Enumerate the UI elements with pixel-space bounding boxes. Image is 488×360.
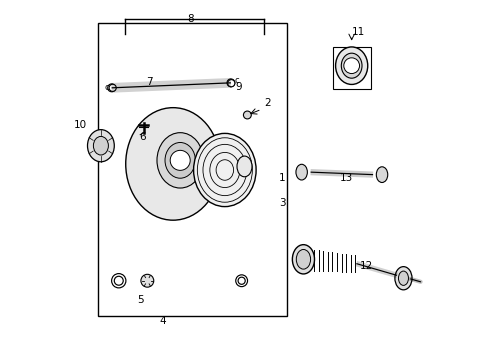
Ellipse shape <box>292 245 314 274</box>
Text: c: c <box>234 76 239 85</box>
Text: 9: 9 <box>235 82 242 92</box>
Ellipse shape <box>87 130 114 162</box>
Text: 2: 2 <box>264 98 270 108</box>
Text: c: c <box>104 83 109 92</box>
Ellipse shape <box>341 53 361 78</box>
Bar <box>332 47 370 89</box>
Text: 11: 11 <box>351 27 365 37</box>
Circle shape <box>343 58 359 73</box>
Text: 10: 10 <box>74 120 86 130</box>
Circle shape <box>141 274 153 287</box>
Ellipse shape <box>376 167 387 183</box>
Circle shape <box>170 150 190 170</box>
Ellipse shape <box>164 143 195 178</box>
Ellipse shape <box>193 134 256 207</box>
Text: 6: 6 <box>139 132 146 142</box>
Ellipse shape <box>237 156 251 177</box>
Ellipse shape <box>295 164 307 180</box>
Ellipse shape <box>394 267 411 290</box>
Ellipse shape <box>243 111 251 119</box>
Ellipse shape <box>93 136 108 155</box>
Text: 3: 3 <box>278 198 285 208</box>
Text: 5: 5 <box>137 295 144 305</box>
Ellipse shape <box>125 108 220 220</box>
Ellipse shape <box>398 271 407 285</box>
Text: 13: 13 <box>339 173 352 183</box>
Ellipse shape <box>157 133 203 188</box>
Text: 7: 7 <box>146 77 153 87</box>
Bar <box>98 23 287 316</box>
Circle shape <box>227 80 234 87</box>
Ellipse shape <box>296 249 310 269</box>
Ellipse shape <box>226 79 234 87</box>
Ellipse shape <box>335 47 367 85</box>
Circle shape <box>109 84 116 91</box>
Text: 12: 12 <box>359 261 372 271</box>
Text: 1: 1 <box>278 173 285 183</box>
Text: 4: 4 <box>159 316 165 326</box>
Text: 8: 8 <box>187 14 194 24</box>
Ellipse shape <box>107 84 115 92</box>
